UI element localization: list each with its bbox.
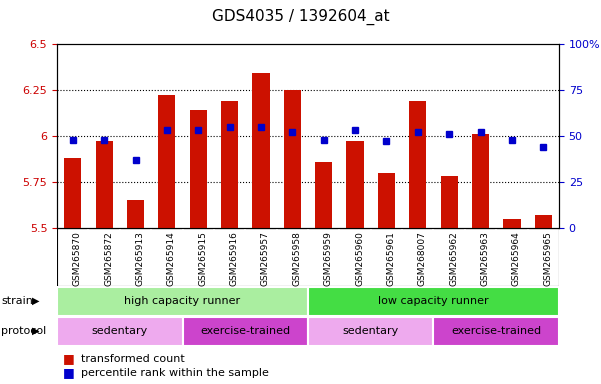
Bar	[57, 287, 308, 316]
Text: GSM265870: GSM265870	[73, 231, 82, 286]
Bar	[64, 158, 81, 228]
Text: sedentary: sedentary	[92, 326, 148, 336]
Bar	[57, 317, 183, 346]
Text: exercise-trained: exercise-trained	[451, 326, 542, 336]
Text: ■: ■	[63, 366, 75, 379]
Text: GSM265960: GSM265960	[355, 231, 364, 286]
Bar	[308, 317, 433, 346]
Text: GDS4035 / 1392604_at: GDS4035 / 1392604_at	[212, 8, 389, 25]
Text: GSM265914: GSM265914	[167, 231, 176, 286]
Text: GSM265961: GSM265961	[386, 231, 395, 286]
Text: GSM265959: GSM265959	[324, 231, 333, 286]
Bar	[346, 141, 364, 228]
Text: GSM268007: GSM268007	[418, 231, 427, 286]
Text: GSM265916: GSM265916	[230, 231, 239, 286]
Text: ▶: ▶	[32, 296, 40, 306]
Bar	[472, 134, 489, 228]
Bar	[308, 287, 559, 316]
Text: ■: ■	[63, 352, 75, 365]
Text: exercise-trained: exercise-trained	[200, 326, 290, 336]
Text: transformed count: transformed count	[81, 354, 185, 364]
Text: protocol: protocol	[1, 326, 46, 336]
Bar	[441, 177, 458, 228]
Bar	[96, 141, 113, 228]
Bar	[409, 101, 427, 228]
Bar	[158, 95, 175, 228]
Text: low capacity runner: low capacity runner	[378, 296, 489, 306]
Bar	[284, 90, 301, 228]
Bar	[503, 219, 520, 228]
Text: percentile rank within the sample: percentile rank within the sample	[81, 368, 269, 378]
Text: high capacity runner: high capacity runner	[124, 296, 240, 306]
Bar	[183, 317, 308, 346]
Text: GSM265957: GSM265957	[261, 231, 270, 286]
Text: sedentary: sedentary	[343, 326, 399, 336]
Text: GSM265965: GSM265965	[543, 231, 552, 286]
Bar	[535, 215, 552, 228]
Text: GSM265915: GSM265915	[198, 231, 207, 286]
Text: GSM265872: GSM265872	[104, 231, 113, 286]
Text: GSM265964: GSM265964	[512, 231, 521, 286]
Bar	[221, 101, 238, 228]
Bar	[127, 200, 144, 228]
Bar	[252, 73, 270, 228]
Bar	[189, 110, 207, 228]
Text: GSM265962: GSM265962	[449, 231, 458, 286]
Text: GSM265913: GSM265913	[135, 231, 144, 286]
Text: GSM265958: GSM265958	[292, 231, 301, 286]
Bar	[315, 162, 332, 228]
Text: GSM265963: GSM265963	[481, 231, 490, 286]
Text: strain: strain	[1, 296, 33, 306]
Bar	[378, 173, 395, 228]
Text: ▶: ▶	[32, 326, 40, 336]
Bar	[433, 317, 559, 346]
